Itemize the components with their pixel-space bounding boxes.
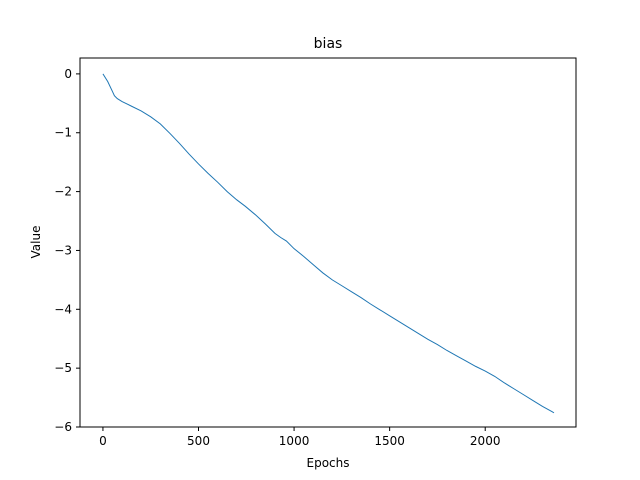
y-tick-label: −2 (54, 185, 72, 199)
y-tick-label: −3 (54, 243, 72, 257)
x-tick-label: 500 (187, 434, 210, 448)
axes-frame (79, 57, 577, 428)
x-tick-label: 0 (99, 434, 107, 448)
x-tick-label: 1500 (374, 434, 405, 448)
y-tick-label: −1 (54, 126, 72, 140)
x-axis: 0 500 1000 1500 2000 (99, 427, 500, 448)
x-axis-label: Epochs (307, 456, 350, 470)
y-tick-label: −5 (54, 361, 72, 375)
plot-area (79, 57, 577, 428)
y-tick-label: 0 (64, 67, 72, 81)
series-line-0 (102, 73, 555, 414)
chart-title: bias (314, 36, 343, 52)
x-tick-label: 1000 (279, 434, 310, 448)
y-tick-label: −4 (54, 302, 72, 316)
y-axis: 0 −1 −2 −3 −4 −5 −6 (54, 67, 80, 434)
y-tick-label: −6 (54, 420, 72, 434)
x-tick-label: 2000 (470, 434, 501, 448)
y-axis-label: Value (29, 226, 43, 259)
